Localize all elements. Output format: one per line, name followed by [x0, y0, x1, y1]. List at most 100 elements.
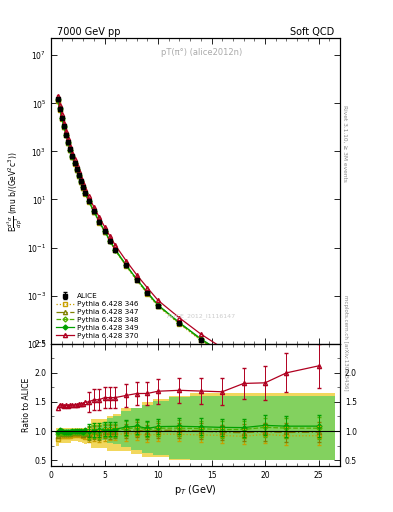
Pythia 6.428 348 [113, 247, 118, 253]
Pythia 6.428 370 [263, 369, 267, 375]
Pythia 6.428 347 [64, 132, 68, 138]
Pythia 6.428 370 [145, 285, 150, 291]
Pythia 6.428 349 [70, 154, 75, 160]
Pythia 6.428 370 [62, 119, 66, 125]
Pythia 6.428 349 [177, 319, 182, 326]
Pythia 6.428 349 [59, 115, 64, 121]
Pythia 6.428 348 [66, 140, 71, 146]
Pythia 6.428 346 [145, 291, 150, 297]
Pythia 6.428 349 [72, 160, 77, 166]
Pythia 6.428 349 [134, 276, 139, 282]
Pythia 6.428 346 [108, 239, 112, 245]
Pythia 6.428 348 [79, 179, 83, 185]
Pythia 6.428 347 [198, 336, 203, 343]
Pythia 6.428 346 [220, 351, 225, 357]
Pythia 6.428 370 [77, 168, 81, 175]
Pythia 6.428 348 [145, 290, 150, 296]
Line: Pythia 6.428 346: Pythia 6.428 346 [55, 98, 321, 409]
Pythia 6.428 348 [81, 184, 86, 190]
Pythia 6.428 370 [134, 272, 139, 278]
Pythia 6.428 370 [198, 331, 203, 337]
Pythia 6.428 348 [102, 228, 107, 234]
Pythia 6.428 348 [124, 262, 129, 268]
Pythia 6.428 370 [81, 180, 86, 186]
Pythia 6.428 348 [77, 173, 81, 179]
Pythia 6.428 370 [113, 242, 118, 248]
Pythia 6.428 347 [86, 198, 91, 204]
Pythia 6.428 348 [70, 154, 75, 160]
Pythia 6.428 347 [156, 303, 160, 309]
Pythia 6.428 348 [198, 336, 203, 342]
Pythia 6.428 347 [70, 154, 75, 160]
Text: Rivet 3.1.10, ≥ 3M events: Rivet 3.1.10, ≥ 3M events [343, 105, 348, 182]
Pythia 6.428 370 [72, 156, 77, 162]
Pythia 6.428 370 [108, 233, 112, 239]
Pythia 6.428 348 [74, 166, 79, 173]
Pythia 6.428 370 [86, 194, 91, 200]
Pythia 6.428 370 [177, 315, 182, 321]
Pythia 6.428 346 [102, 229, 107, 235]
Pythia 6.428 349 [97, 219, 102, 225]
Pythia 6.428 349 [55, 96, 60, 102]
Pythia 6.428 348 [134, 276, 139, 283]
Pythia 6.428 347 [77, 173, 81, 179]
Pythia 6.428 349 [86, 198, 91, 204]
Pythia 6.428 346 [92, 209, 96, 215]
Legend: ALICE, Pythia 6.428 346, Pythia 6.428 347, Pythia 6.428 348, Pythia 6.428 349, P: ALICE, Pythia 6.428 346, Pythia 6.428 34… [55, 292, 140, 340]
Pythia 6.428 348 [92, 208, 96, 215]
Pythia 6.428 347 [177, 320, 182, 326]
Pythia 6.428 346 [113, 247, 118, 253]
Pythia 6.428 347 [55, 97, 60, 103]
Pythia 6.428 347 [79, 179, 83, 185]
Pythia 6.428 348 [55, 97, 60, 103]
Pythia 6.428 370 [124, 258, 129, 264]
Pythia 6.428 349 [284, 386, 289, 392]
Pythia 6.428 370 [102, 224, 107, 230]
Pythia 6.428 346 [77, 173, 81, 179]
Pythia 6.428 347 [57, 106, 62, 112]
Pythia 6.428 346 [79, 179, 83, 185]
Pythia 6.428 347 [72, 160, 77, 166]
Pythia 6.428 349 [198, 336, 203, 342]
Pythia 6.428 347 [83, 190, 88, 197]
Pythia 6.428 349 [57, 105, 62, 112]
Pythia 6.428 349 [83, 189, 88, 196]
Pythia 6.428 346 [57, 106, 62, 113]
Line: Pythia 6.428 347: Pythia 6.428 347 [55, 98, 321, 409]
Pythia 6.428 346 [74, 167, 79, 173]
Pythia 6.428 349 [62, 123, 66, 130]
Pythia 6.428 349 [102, 228, 107, 234]
Pythia 6.428 349 [241, 363, 246, 369]
Text: ALICE_2012_I1116147: ALICE_2012_I1116147 [167, 314, 236, 319]
Pythia 6.428 347 [113, 247, 118, 253]
Pythia 6.428 348 [64, 132, 68, 138]
Pythia 6.428 347 [124, 263, 129, 269]
Pythia 6.428 347 [68, 147, 73, 153]
Pythia 6.428 348 [62, 124, 66, 130]
Pythia 6.428 348 [316, 403, 321, 409]
Pythia 6.428 370 [284, 380, 289, 386]
Pythia 6.428 370 [64, 127, 68, 134]
Pythia 6.428 349 [68, 146, 73, 153]
Line: Pythia 6.428 348: Pythia 6.428 348 [56, 98, 320, 408]
Line: Pythia 6.428 370: Pythia 6.428 370 [55, 94, 321, 400]
Pythia 6.428 347 [108, 238, 112, 244]
Pythia 6.428 346 [72, 161, 77, 167]
Pythia 6.428 349 [92, 208, 96, 215]
Text: pT(π°) (alice2012n): pT(π°) (alice2012n) [161, 48, 242, 56]
Pythia 6.428 348 [97, 219, 102, 225]
Pythia 6.428 346 [59, 116, 64, 122]
Pythia 6.428 346 [86, 199, 91, 205]
Text: Soft QCD: Soft QCD [290, 27, 334, 37]
Pythia 6.428 370 [55, 93, 60, 99]
Pythia 6.428 370 [57, 102, 62, 108]
Pythia 6.428 370 [92, 204, 96, 210]
Pythia 6.428 349 [124, 262, 129, 268]
Pythia 6.428 347 [74, 166, 79, 173]
Pythia 6.428 349 [156, 302, 160, 308]
Pythia 6.428 347 [97, 219, 102, 225]
Pythia 6.428 348 [57, 105, 62, 112]
Pythia 6.428 347 [102, 228, 107, 234]
Pythia 6.428 348 [241, 364, 246, 370]
Pythia 6.428 348 [108, 238, 112, 244]
